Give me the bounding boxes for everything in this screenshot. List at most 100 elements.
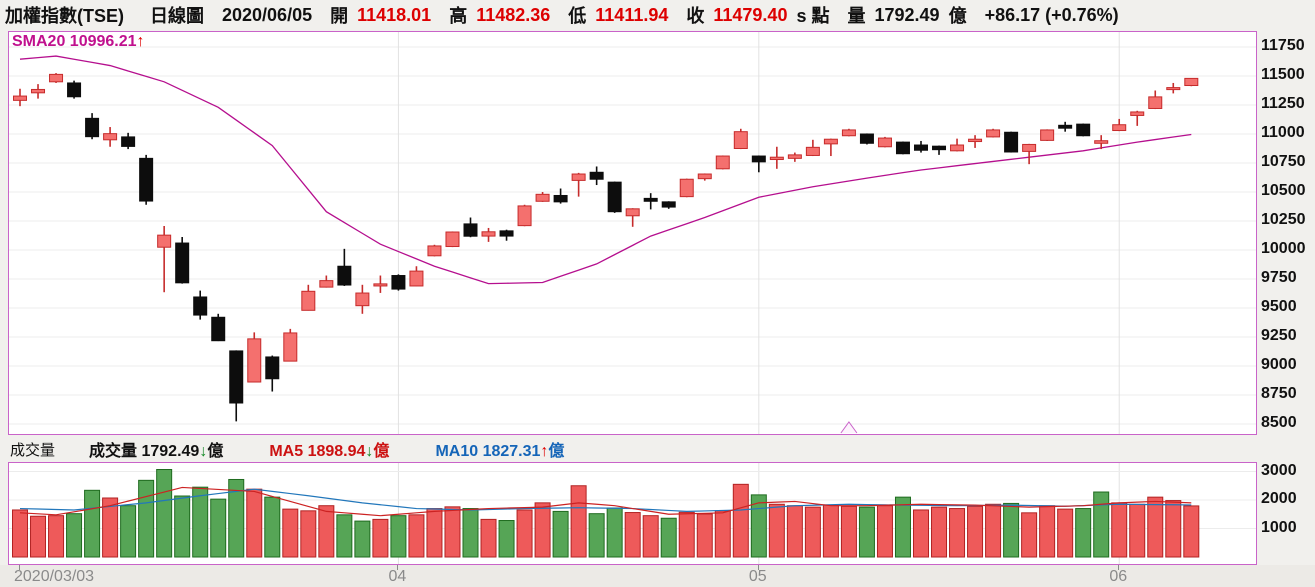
candle: [769, 156, 784, 161]
close-value: 11479.40: [713, 4, 788, 25]
candle: [409, 270, 424, 287]
volume-bar: [480, 518, 497, 558]
x-axis-tick: [397, 565, 399, 570]
candle: [1166, 87, 1181, 91]
candle: [1184, 77, 1199, 87]
candle: [535, 193, 550, 202]
candle: [823, 138, 838, 145]
sma20-line: [19, 55, 1192, 285]
volume-panel-title: 成交量: [10, 441, 56, 459]
candle: [175, 242, 190, 284]
price-axis-label: 8500: [1261, 414, 1297, 431]
candle: [49, 73, 64, 83]
candle: [571, 173, 586, 181]
candle: [1130, 111, 1145, 116]
volume-bar: [1147, 496, 1164, 558]
candle: [319, 280, 334, 288]
sma20-legend-text: SMA20 10996.21: [12, 33, 137, 50]
volume-bar: [858, 506, 875, 558]
price-axis-label: 10000: [1261, 240, 1306, 257]
volume-bar: [913, 509, 929, 558]
candle: [481, 231, 496, 237]
candle: [31, 88, 46, 94]
volume-bar: [408, 514, 425, 558]
open-value: 11418.01: [357, 4, 432, 25]
close-label: 收: [686, 6, 705, 26]
candle: [932, 145, 947, 151]
candle: [499, 230, 514, 237]
volume-bar: [372, 518, 389, 558]
candle: [517, 205, 532, 227]
candle: [427, 245, 442, 257]
volume-bar: [1183, 505, 1200, 558]
x-axis-tick: [757, 565, 759, 570]
volume-chart-panel[interactable]: [8, 462, 1257, 565]
volume-bar: [282, 508, 299, 558]
volume-bar: [390, 515, 407, 558]
volume-bar: [660, 517, 677, 558]
candle: [139, 157, 154, 202]
point-suffix: s 點: [796, 6, 830, 26]
volume-bar: [1003, 502, 1020, 558]
volume-bar: [138, 479, 155, 558]
low-value: 11411.94: [595, 4, 669, 25]
candle: [391, 275, 406, 290]
volume-bar: [696, 513, 713, 558]
candle: [85, 117, 100, 138]
candle: [950, 144, 965, 152]
volume-bar: [967, 505, 984, 558]
change-value: +86.17 (+0.76%): [984, 4, 1119, 25]
ma10-up-arrow-icon: ↑: [540, 443, 549, 460]
volume-legend-row: 成交量 成交量 1792.49↓億 MA5 1898.94↓億 MA10 182…: [10, 438, 610, 461]
candle: [265, 356, 280, 380]
candle: [968, 138, 983, 143]
candle: [337, 265, 352, 286]
quote-date: 2020/06/05: [222, 4, 313, 25]
volume-bar: [48, 515, 65, 558]
candle: [355, 292, 370, 307]
candle: [607, 181, 622, 213]
volume-bar: [498, 520, 515, 558]
volume-bar: [1129, 503, 1146, 558]
candle: [1112, 124, 1127, 132]
candle: [13, 95, 27, 101]
volume-axis-label: 2000: [1261, 490, 1297, 507]
volume-bar: [678, 511, 695, 558]
volume-bar: [1039, 505, 1056, 558]
candle: [247, 338, 262, 383]
high-label: 高: [449, 6, 468, 26]
candle: [445, 231, 460, 248]
sma20-up-arrow-icon: ↑: [136, 33, 145, 50]
candle: [1148, 96, 1163, 109]
volume-bar: [642, 515, 659, 558]
candle: [914, 144, 928, 151]
candle: [787, 154, 802, 159]
volume-bar: [1093, 491, 1110, 558]
volume-bar: [1165, 500, 1182, 558]
volume-bar: [462, 508, 479, 558]
candle: [1022, 143, 1037, 152]
candle: [103, 133, 118, 141]
price-chart-panel[interactable]: [8, 31, 1257, 435]
symbol-name: 加權指數(TSE): [5, 6, 124, 26]
header-bar: 加權指數(TSE) 日線圖 2020/06/05 開 11418.01 高 11…: [0, 0, 1315, 30]
volume-bar: [804, 506, 821, 558]
price-axis-label: 11250: [1261, 95, 1305, 112]
volume-bar: [534, 502, 551, 558]
volume-bar: [949, 508, 966, 558]
chart-type-label: 日線圖: [150, 6, 204, 26]
volume-ma10-line: [19, 488, 1192, 513]
candle: [877, 137, 892, 148]
candle: [301, 290, 316, 311]
x-axis-strip: [0, 565, 1315, 587]
candle: [1040, 129, 1055, 141]
candle: [625, 208, 640, 217]
x-axis-tick: [19, 565, 20, 570]
price-axis-label: 8750: [1261, 385, 1297, 402]
candle: [553, 194, 568, 203]
candle: [733, 131, 748, 149]
candle: [841, 129, 856, 137]
volume-ma5-line: [19, 486, 1192, 517]
price-axis-label: 11000: [1261, 124, 1305, 141]
